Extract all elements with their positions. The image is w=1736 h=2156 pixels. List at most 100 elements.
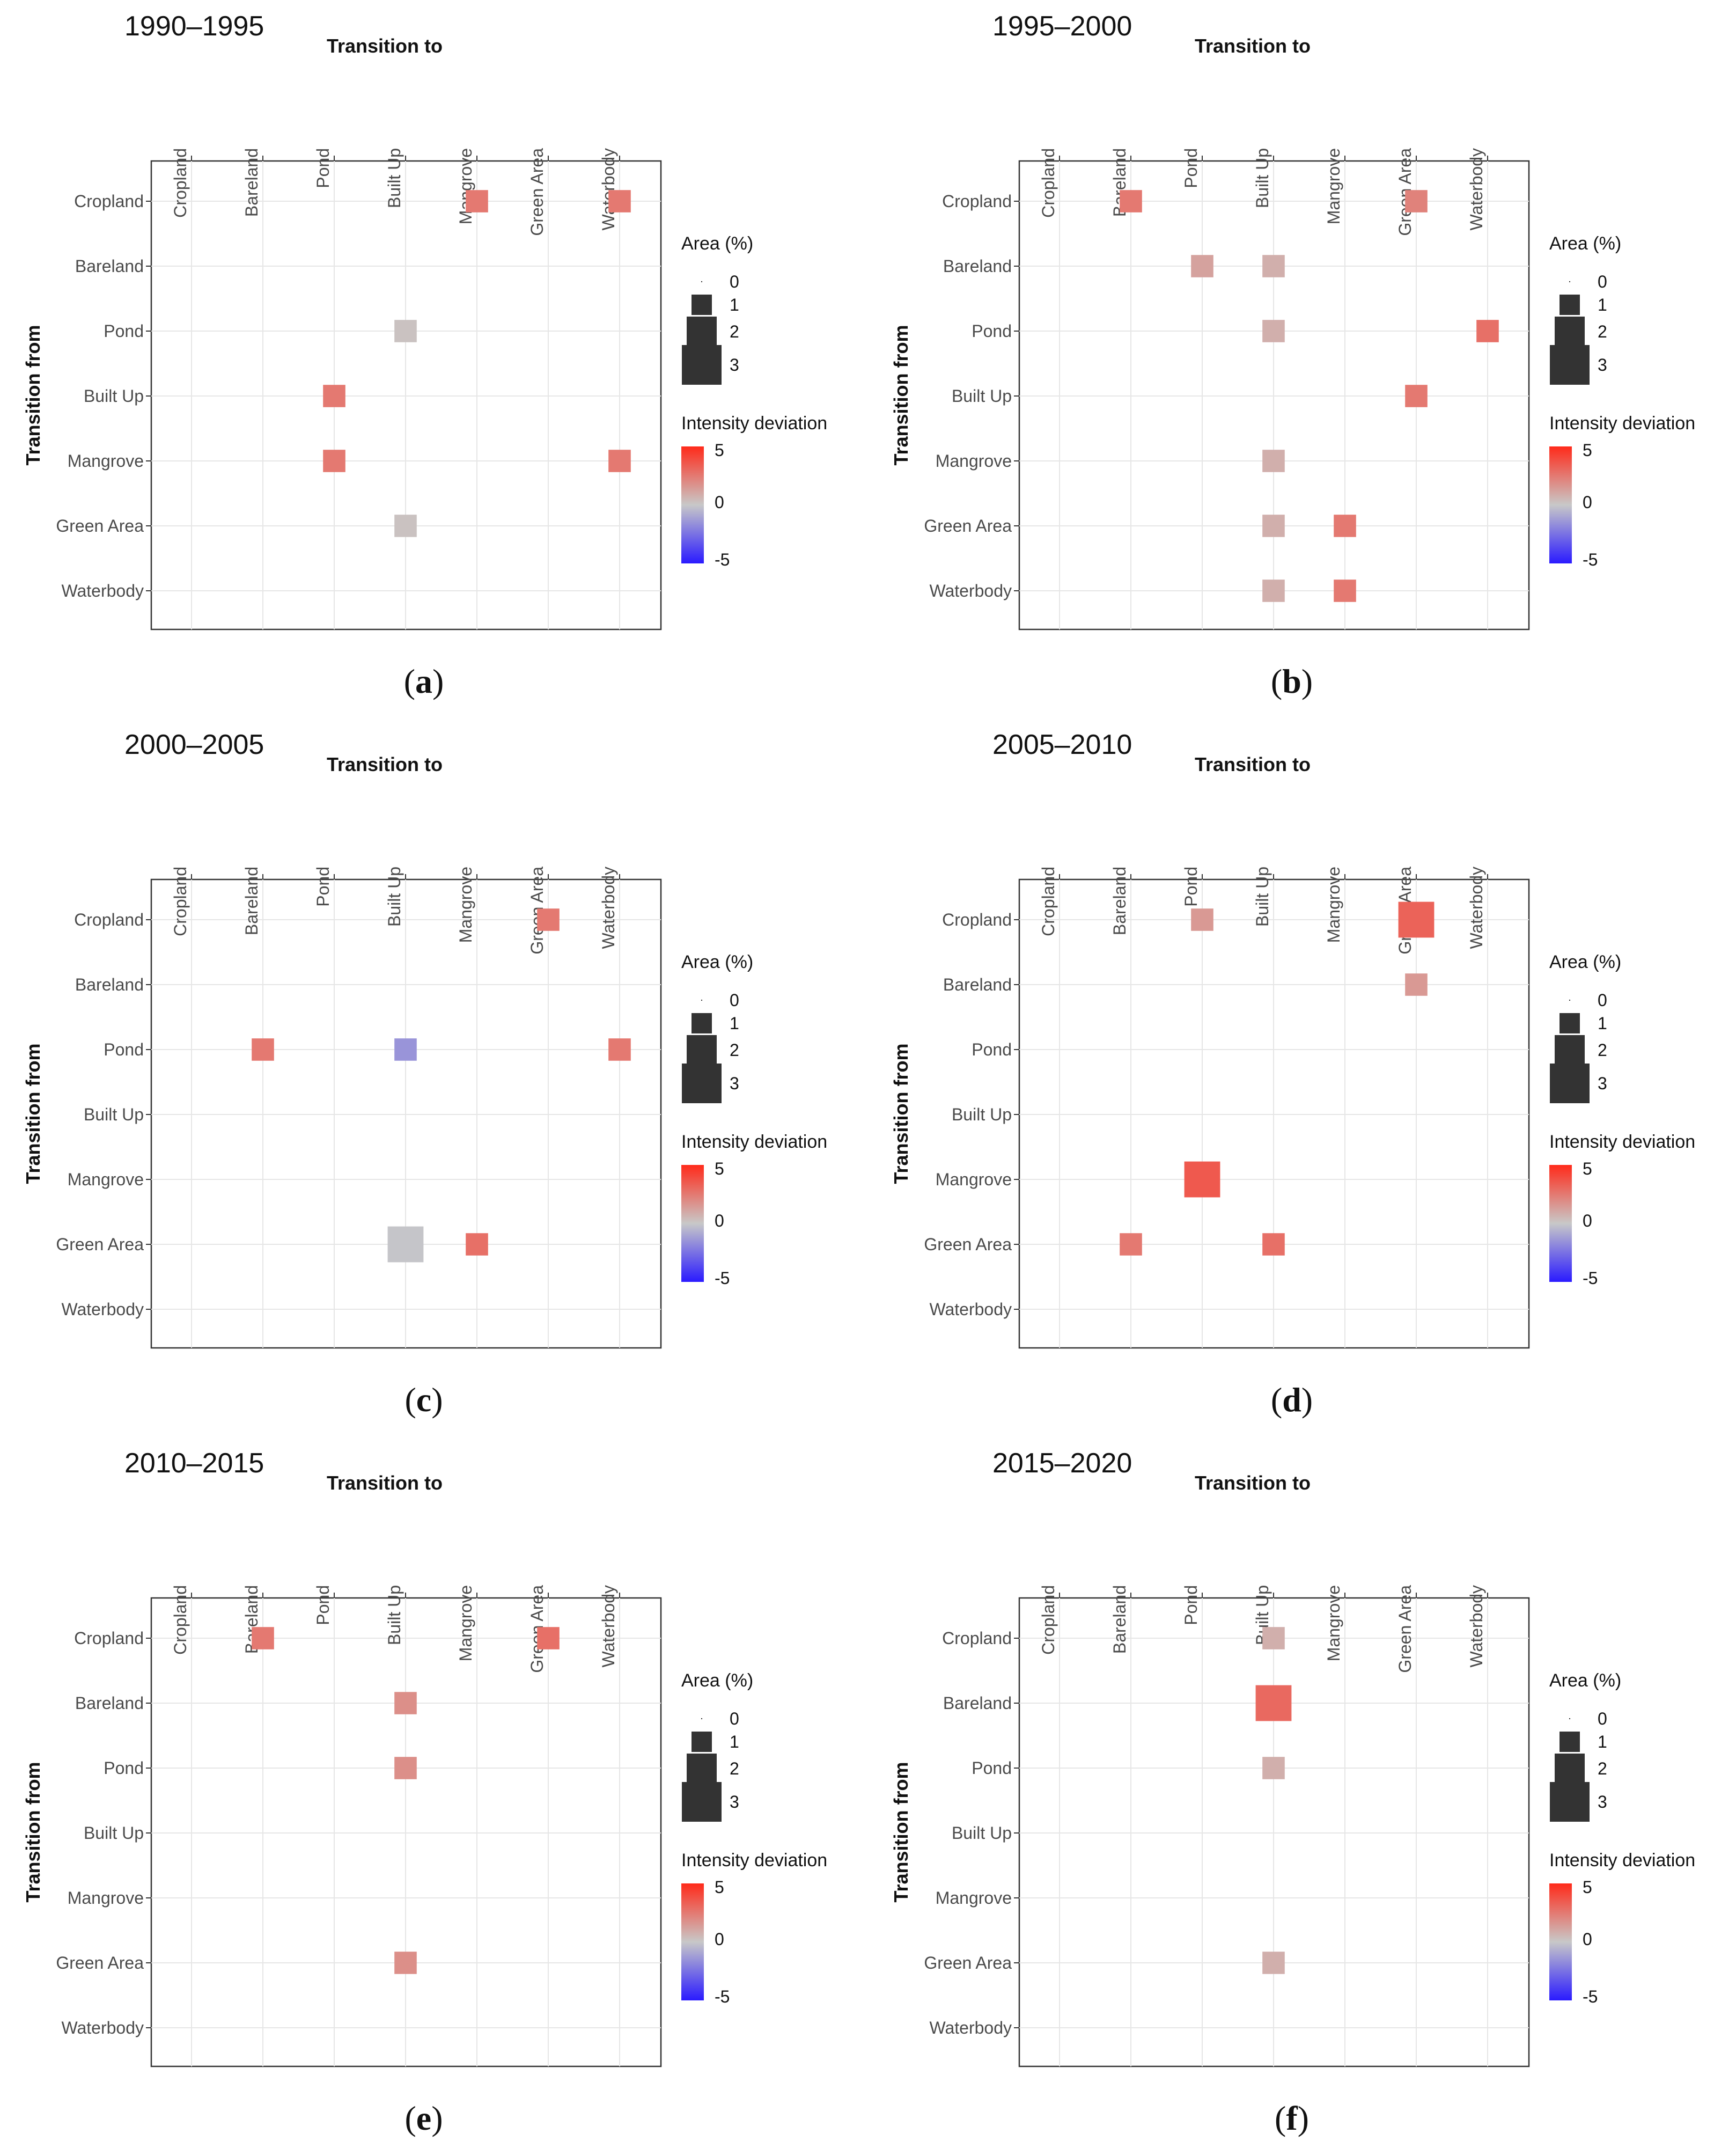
color-legend-label: 0: [715, 1211, 724, 1230]
transition-cell: [252, 1038, 274, 1061]
size-legend-label: 0: [730, 1709, 739, 1728]
y-tick-label: Cropland: [942, 910, 1012, 929]
size-legend-label: 1: [730, 295, 739, 314]
transition-cell: [537, 1627, 560, 1649]
size-legend-label: 3: [1598, 1792, 1607, 1812]
y-tick-label: Green Area: [924, 516, 1012, 536]
heatmap-chart-b: 1995–2000 Transition to Transition from Cro…: [890, 11, 1695, 700]
x-tick-label: Mangrove: [456, 1585, 475, 1661]
size-legend-title: Area (%): [1549, 952, 1621, 972]
x-tick-label: Bareland: [1110, 1585, 1129, 1654]
size-legend-key: [701, 1000, 702, 1001]
x-tick-label: Cropland: [1039, 867, 1058, 936]
transition-cell: [394, 320, 417, 342]
size-legend-key: [692, 1013, 712, 1033]
x-axis-title: Transition to: [327, 35, 443, 57]
size-legend-label: 1: [1598, 295, 1607, 314]
x-tick-label: Mangrove: [456, 148, 475, 224]
x-tick-label: Waterbody: [1467, 1585, 1486, 1668]
transition-cell: [1262, 1627, 1285, 1649]
size-legend-key: [1550, 345, 1590, 385]
color-legend-label: 5: [1583, 1159, 1592, 1178]
transition-cell: [252, 1627, 274, 1649]
color-legend-label: 0: [715, 493, 724, 512]
size-legend-key: [701, 1718, 702, 1719]
size-legend-key: [701, 281, 702, 282]
size-legend-label: 2: [730, 1759, 739, 1778]
transition-cell: [608, 190, 631, 212]
color-legend-label: -5: [1583, 1268, 1598, 1288]
y-tick-label: Green Area: [924, 1953, 1012, 1972]
y-tick-label: Waterbody: [61, 581, 144, 600]
transition-cell: [1262, 1233, 1285, 1256]
transition-cell: [1191, 255, 1213, 277]
x-tick-label: Built Up: [1253, 867, 1272, 927]
y-axis-title: Transition from: [22, 1043, 44, 1184]
transition-cell: [1262, 515, 1285, 537]
y-tick-label: Green Area: [56, 1953, 144, 1972]
x-tick-label: Waterbody: [599, 1585, 618, 1668]
y-tick-label: Pond: [972, 1758, 1012, 1778]
x-tick-label: Pond: [1181, 1585, 1201, 1625]
y-tick-label: Cropland: [942, 192, 1012, 211]
color-legend-title: Intensity deviation: [681, 1850, 827, 1871]
transition-cell: [394, 1038, 417, 1061]
size-legend-key: [682, 1782, 722, 1822]
size-legend-key: [687, 1754, 717, 1784]
transition-cell: [1120, 190, 1142, 212]
panel-caption: (b): [1271, 662, 1313, 700]
color-legend-title: Intensity deviation: [681, 413, 827, 434]
y-tick-label: Built Up: [952, 386, 1012, 406]
color-legend-bar: [681, 446, 704, 563]
panel-caption: (f): [1275, 2099, 1309, 2137]
color-legend-label: 0: [1583, 1930, 1592, 1949]
transition-cell: [1262, 1757, 1285, 1779]
color-legend-bar: [1549, 446, 1572, 563]
size-legend-label: 2: [1598, 322, 1607, 341]
transition-cell: [323, 385, 345, 407]
x-tick-label: Cropland: [1039, 148, 1058, 218]
size-legend-label: 0: [730, 272, 739, 291]
transition-cell: [1405, 385, 1428, 407]
x-tick-label: Mangrove: [1324, 148, 1343, 224]
x-tick-label: Cropland: [171, 1585, 190, 1655]
y-tick-label: Green Area: [56, 1235, 144, 1254]
y-tick-label: Cropland: [74, 192, 144, 211]
transition-cell: [1398, 901, 1435, 938]
y-tick-label: Mangrove: [68, 451, 144, 471]
color-legend-label: -5: [715, 550, 730, 569]
transition-cell: [1405, 973, 1428, 996]
transition-cell: [1120, 1233, 1142, 1256]
color-legend-label: -5: [1583, 550, 1598, 569]
x-tick-label: Waterbody: [1467, 148, 1486, 231]
color-legend-label: 0: [1583, 1211, 1592, 1230]
y-tick-label: Cropland: [74, 1629, 144, 1648]
x-tick-label: Waterbody: [599, 867, 618, 949]
y-tick-label: Green Area: [924, 1235, 1012, 1254]
x-tick-label: Waterbody: [1467, 867, 1486, 949]
y-tick-label: Bareland: [75, 256, 144, 276]
transition-cell: [387, 1226, 424, 1263]
transition-cell: [1262, 450, 1285, 472]
color-legend-label: -5: [715, 1987, 730, 2006]
size-legend-key: [682, 1064, 722, 1103]
transition-cell: [1334, 580, 1356, 602]
x-axis-title: Transition to: [1195, 35, 1311, 57]
y-tick-label: Pond: [972, 321, 1012, 341]
x-tick-label: Green Area: [527, 148, 547, 236]
size-legend-label: 3: [1598, 355, 1607, 375]
size-legend-title: Area (%): [1549, 1670, 1621, 1691]
x-tick-label: Cropland: [171, 148, 190, 218]
y-tick-label: Bareland: [75, 1693, 144, 1713]
panel-caption: (d): [1271, 1381, 1313, 1419]
x-tick-label: Pond: [1181, 867, 1201, 907]
color-legend-label: 0: [715, 1930, 724, 1949]
size-legend-key: [1555, 317, 1585, 347]
heatmap-chart-a: 1990–1995 Transition to Transition from Cro…: [22, 11, 827, 700]
x-axis-title: Transition to: [1195, 1472, 1311, 1494]
size-legend-label: 2: [1598, 1040, 1607, 1060]
x-tick-label: Built Up: [385, 148, 404, 208]
x-tick-label: Mangrove: [1324, 1585, 1343, 1661]
size-legend-label: 1: [730, 1732, 739, 1751]
